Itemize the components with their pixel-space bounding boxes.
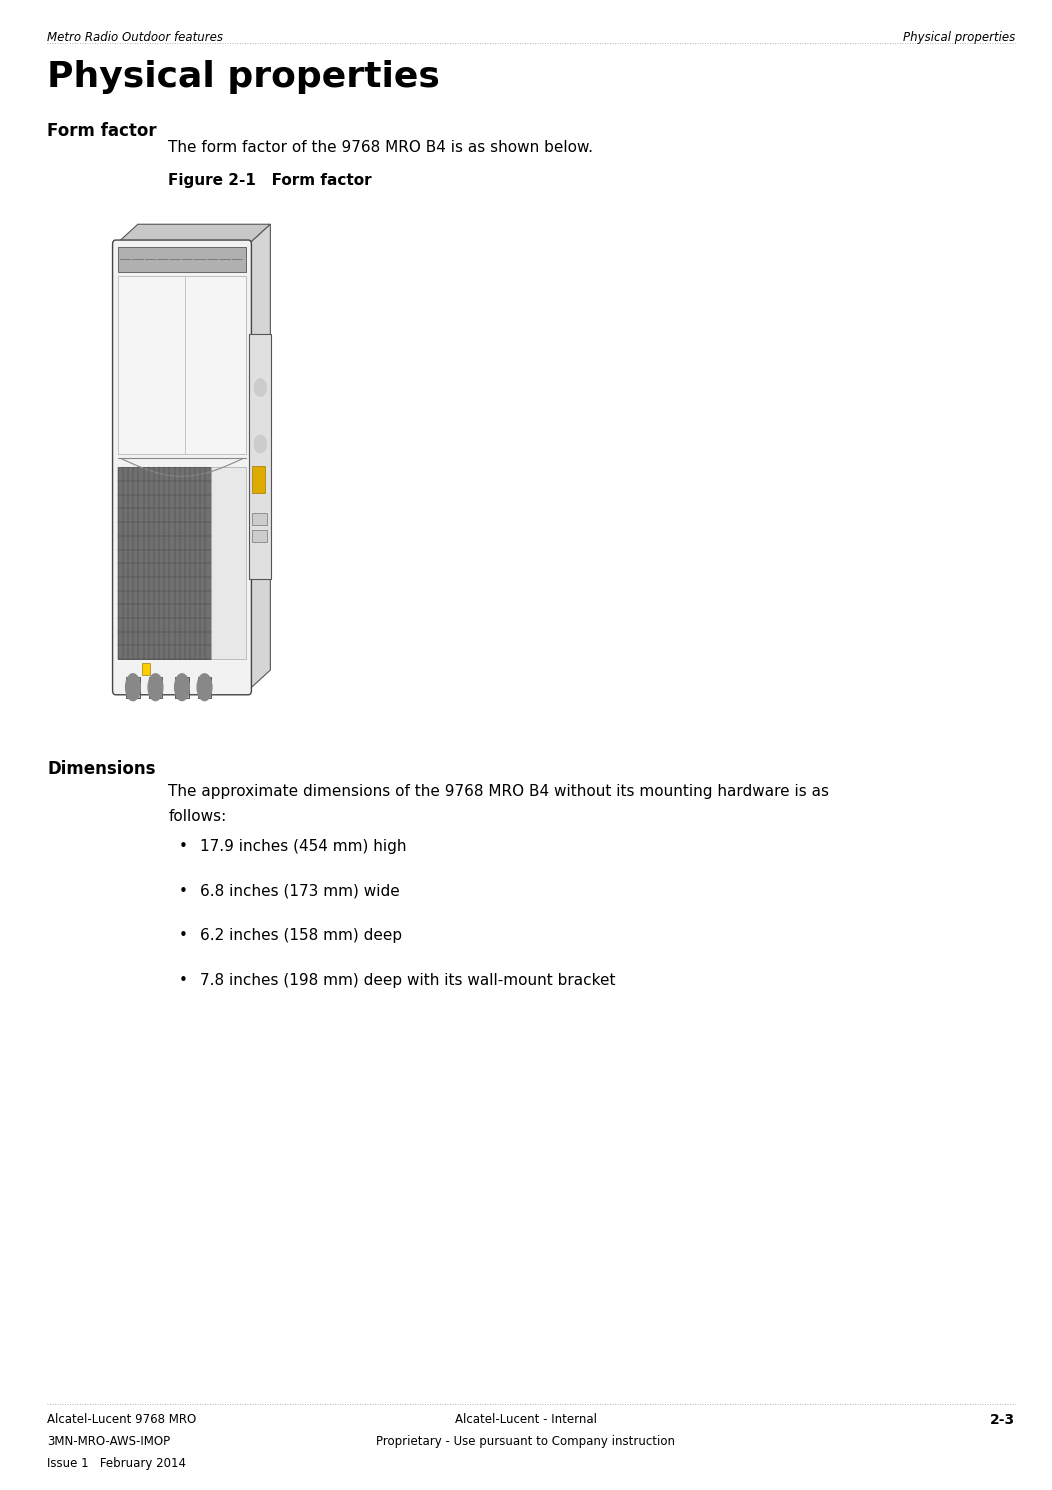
Bar [249,334,271,578]
FancyBboxPatch shape [113,240,251,694]
Bar [176,676,188,697]
Text: •: • [179,884,187,898]
Text: Proprietary - Use pursuant to Company instruction: Proprietary - Use pursuant to Company in… [377,1435,675,1448]
Text: 6.8 inches (173 mm) wide: 6.8 inches (173 mm) wide [200,884,400,898]
Text: 7.8 inches (198 mm) deep with its wall-mount bracket: 7.8 inches (198 mm) deep with its wall-m… [200,973,615,988]
Text: Metro Radio Outdoor features: Metro Radio Outdoor features [47,31,223,45]
Text: •: • [179,973,187,988]
Bar [118,247,246,273]
Text: Form factor: Form factor [47,122,157,140]
Polygon shape [116,224,270,244]
Text: 3MN-MRO-AWS-IMOP: 3MN-MRO-AWS-IMOP [47,1435,170,1448]
Text: The form factor of the 9768 MRO B4 is as shown below.: The form factor of the 9768 MRO B4 is as… [168,140,593,155]
Bar [142,663,149,675]
Bar [149,676,162,697]
Bar [252,513,267,524]
Text: 6.2 inches (158 mm) deep: 6.2 inches (158 mm) deep [200,928,402,943]
Bar [118,276,246,454]
Ellipse shape [197,673,211,700]
Polygon shape [248,224,270,690]
Text: follows:: follows: [168,809,226,824]
Ellipse shape [255,435,267,453]
Text: The approximate dimensions of the 9768 MRO B4 without its mounting hardware is a: The approximate dimensions of the 9768 M… [168,784,829,799]
Text: 2-3: 2-3 [990,1413,1015,1426]
Bar [126,676,140,697]
Bar [210,468,246,659]
Text: Physical properties: Physical properties [47,60,440,94]
Bar [118,468,210,659]
Text: Alcatel-Lucent - Internal: Alcatel-Lucent - Internal [456,1413,596,1426]
Ellipse shape [125,673,140,700]
Text: Dimensions: Dimensions [47,760,156,778]
Text: Figure 2-1   Form factor: Figure 2-1 Form factor [168,173,372,188]
Ellipse shape [175,673,189,700]
Text: •: • [179,928,187,943]
Text: 17.9 inches (454 mm) high: 17.9 inches (454 mm) high [200,839,406,854]
Text: Alcatel-Lucent 9768 MRO: Alcatel-Lucent 9768 MRO [47,1413,197,1426]
Text: •: • [179,839,187,854]
Text: Physical properties: Physical properties [903,31,1015,45]
Bar [198,676,211,697]
Text: Issue 1   February 2014: Issue 1 February 2014 [47,1457,186,1471]
Bar [252,530,267,542]
Ellipse shape [255,378,267,396]
Bar [252,466,265,493]
Ellipse shape [148,673,163,700]
